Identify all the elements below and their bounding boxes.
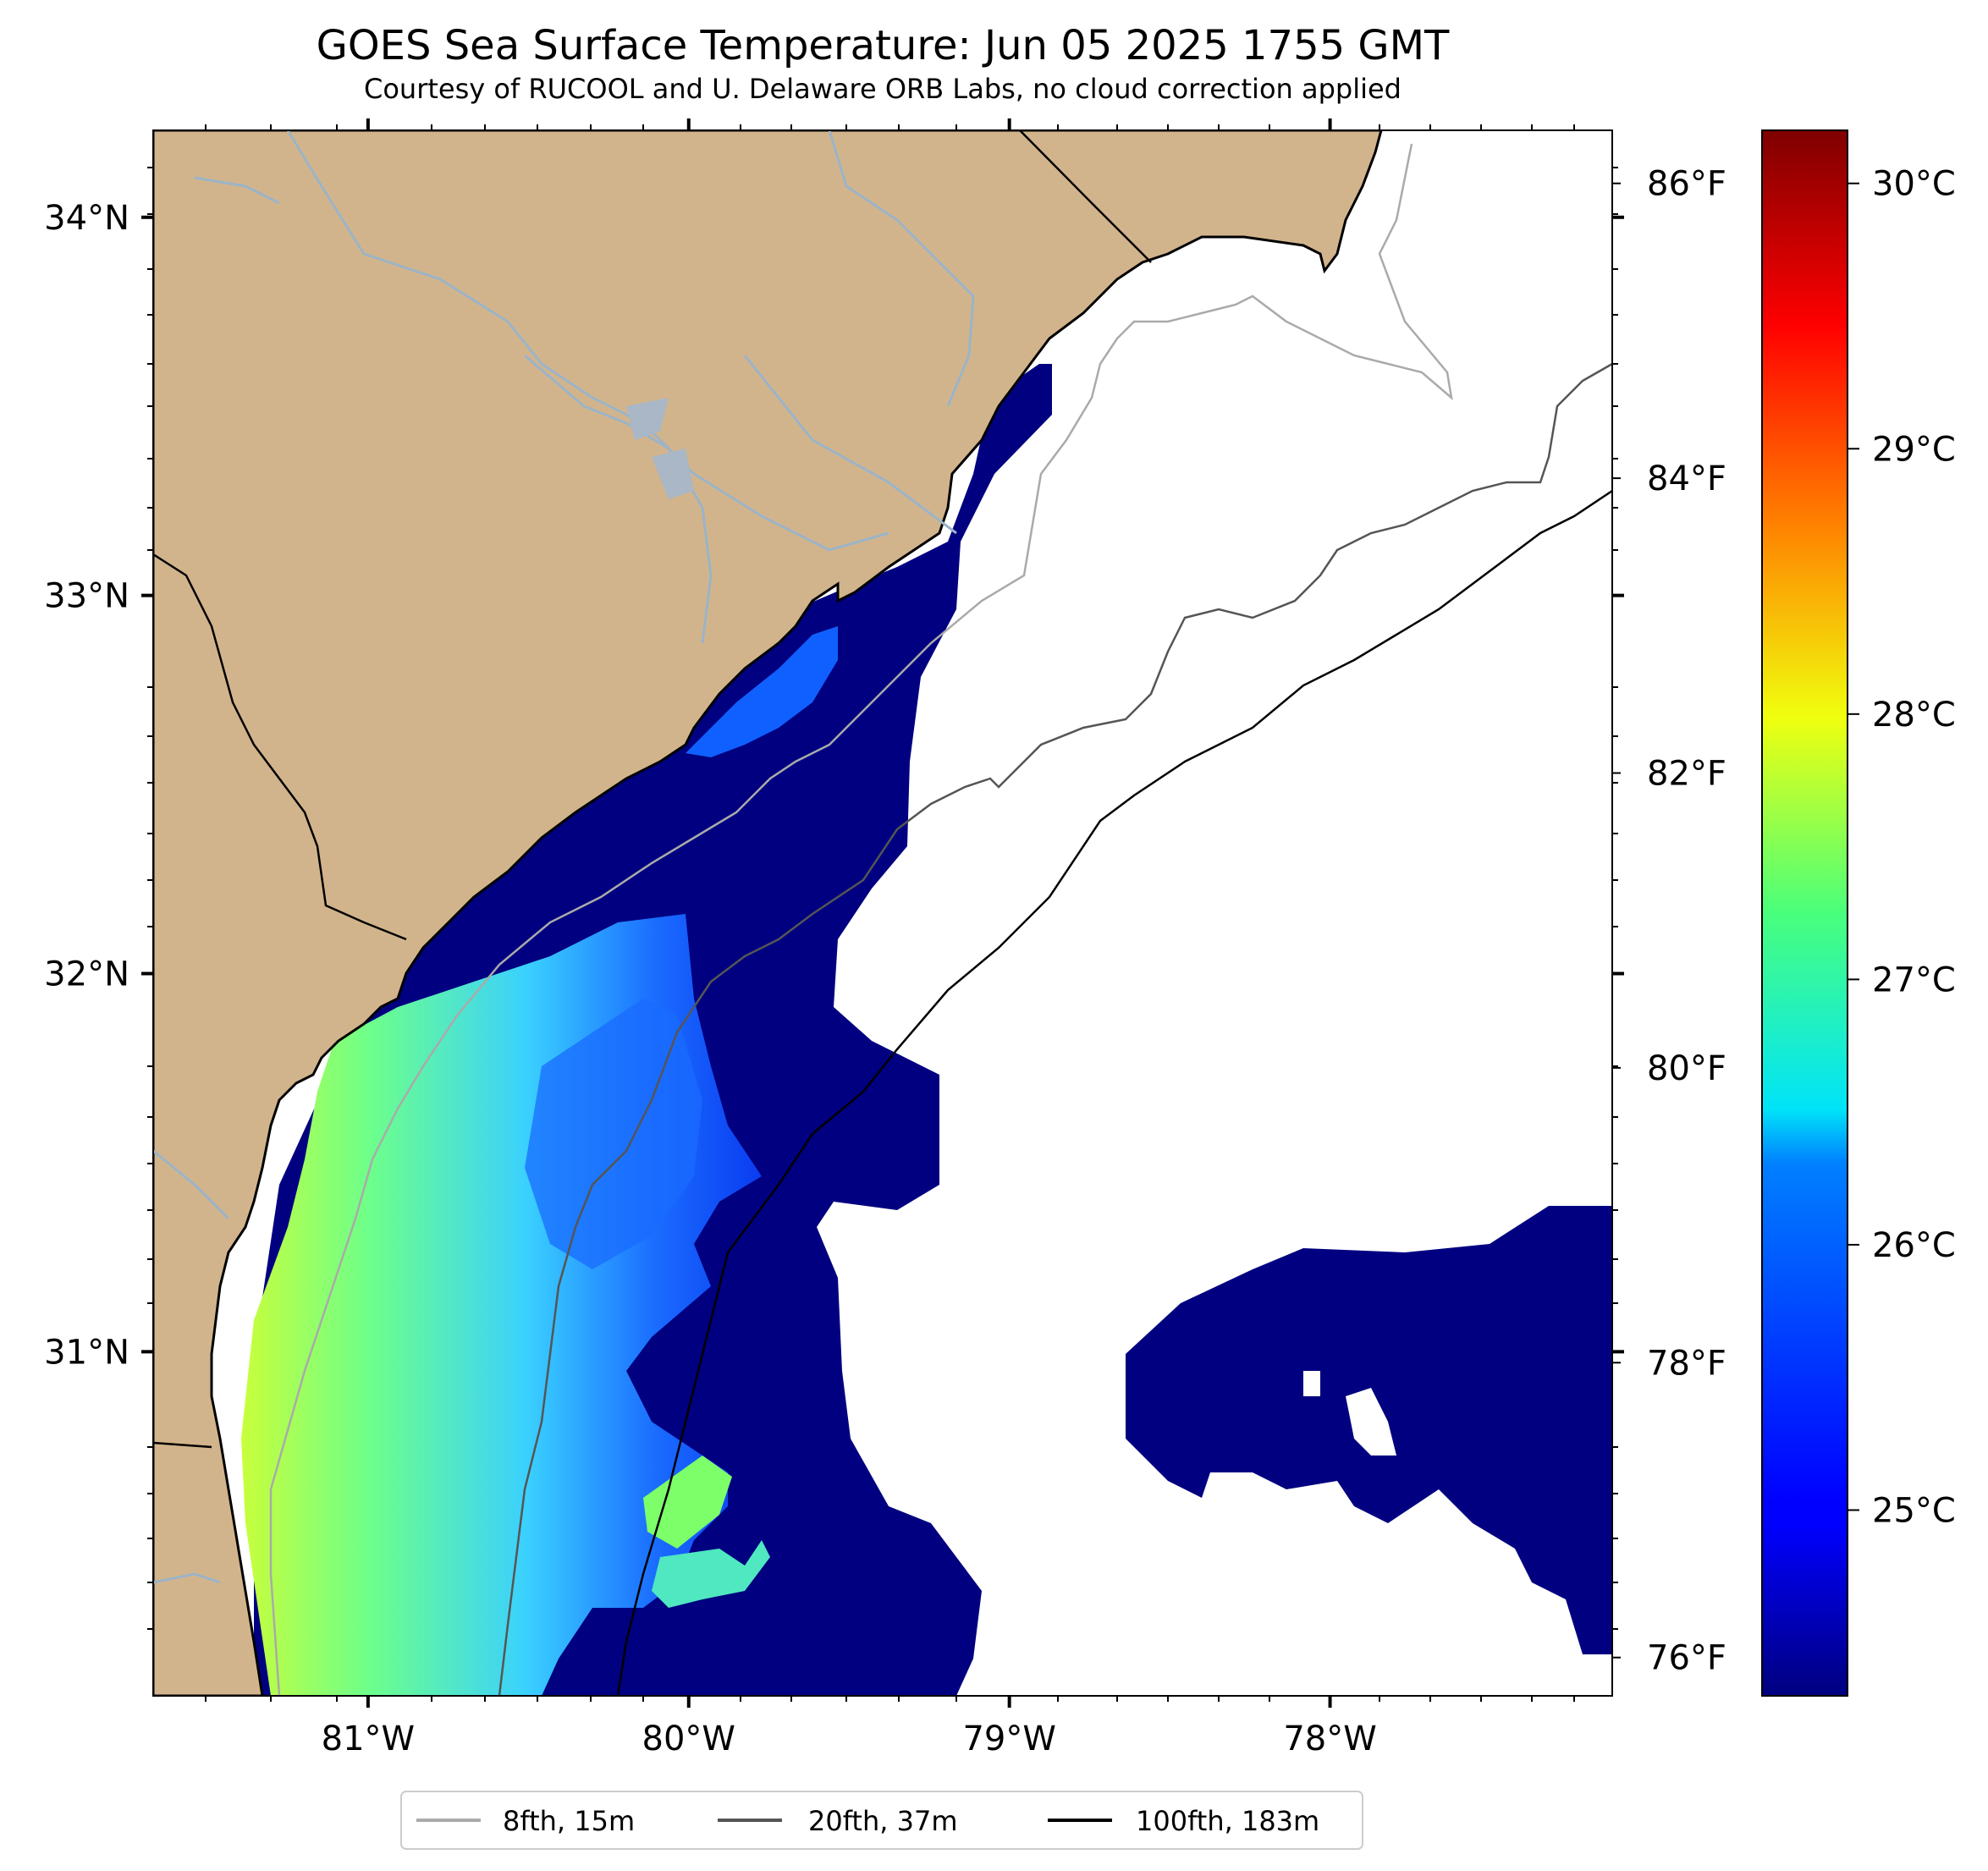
colorbar-tick-label: 28°C xyxy=(1872,696,1956,735)
colorbar-tick-label: 30°C xyxy=(1872,165,1956,204)
fahrenheit-tick-label: 82°F xyxy=(1647,755,1726,794)
legend-item-20fth: 20fth, 37m xyxy=(718,1805,957,1837)
legend-label-8fth: 8fth, 15m xyxy=(503,1805,635,1837)
map-frame xyxy=(152,129,1613,1697)
colorbar xyxy=(1761,129,1848,1697)
chart-subtitle: Courtesy of RUCOOL and U. Delaware ORB L… xyxy=(364,73,1402,105)
sst-cool-core xyxy=(525,999,702,1269)
colorbar-tick-label: 27°C xyxy=(1872,960,1956,999)
isobath-20fth xyxy=(498,362,1612,1696)
lat-tick-label: 33°N xyxy=(44,577,129,616)
state-borders xyxy=(153,130,1152,1449)
longitude-axis: 81°W 80°W 79°W 78°W xyxy=(322,118,1377,1758)
legend-item-8fth: 8fth, 15m xyxy=(416,1805,635,1837)
legend-frame xyxy=(400,1791,1363,1850)
fahrenheit-tick-label: 78°F xyxy=(1647,1344,1726,1383)
colorbar-tick-label: 26°C xyxy=(1872,1226,1956,1265)
sst-blue-band xyxy=(686,626,838,757)
lat-tick-label: 31°N xyxy=(44,1333,129,1372)
colorbar-tick-label: 29°C xyxy=(1872,430,1956,469)
lon-tick-label: 81°W xyxy=(322,1720,415,1758)
colorbar-axis: 30°C 29°C 28°C 27°C 26°C 25°C xyxy=(1848,165,1956,1531)
legend-label-20fth: 20fth, 37m xyxy=(808,1805,957,1837)
isobath-100fth xyxy=(616,489,1612,1696)
fahrenheit-tick-label: 80°F xyxy=(1647,1049,1726,1088)
legend-label-100fth: 100fth, 183m xyxy=(1136,1805,1319,1837)
fahrenheit-tick-label: 84°F xyxy=(1647,459,1726,498)
legend: 8fth, 15m 20fth, 37m 100fth, 183m xyxy=(400,1791,1363,1850)
lon-tick-label: 80°W xyxy=(642,1720,735,1758)
map-panel xyxy=(153,130,1612,1696)
fahrenheit-tick-label: 86°F xyxy=(1647,165,1726,204)
lon-tick-label: 79°W xyxy=(962,1720,1055,1758)
lon-tick-label: 78°W xyxy=(1283,1720,1376,1758)
sst-warm-lobe xyxy=(643,1456,732,1549)
sst-cyan-blob xyxy=(652,1540,770,1608)
latitude-axis: 34°N 33°N 32°N 31°N xyxy=(44,199,1624,1372)
lat-tick-label: 34°N xyxy=(44,199,129,238)
land-mainland xyxy=(153,130,1383,1696)
lat-tick-label: 32°N xyxy=(44,955,129,993)
minor-ticks xyxy=(147,124,1618,1702)
isobath-8fth xyxy=(269,143,1453,1696)
legend-item-100fth: 100fth, 183m xyxy=(1048,1805,1319,1837)
sst-gap-offshore xyxy=(1346,1388,1396,1456)
fahrenheit-tick-label: 76°F xyxy=(1647,1639,1726,1678)
fahrenheit-axis: 86°F 84°F 82°F 80°F 78°F 76°F xyxy=(1612,165,1726,1678)
chart-title: GOES Sea Surface Temperature: Jun 05 202… xyxy=(317,22,1450,69)
colorbar-tick-label: 25°C xyxy=(1872,1492,1956,1531)
lake-marion xyxy=(626,398,669,440)
lake-moultrie xyxy=(652,448,694,499)
sst-gap-offshore-2 xyxy=(1303,1371,1320,1396)
rivers xyxy=(153,130,975,1584)
